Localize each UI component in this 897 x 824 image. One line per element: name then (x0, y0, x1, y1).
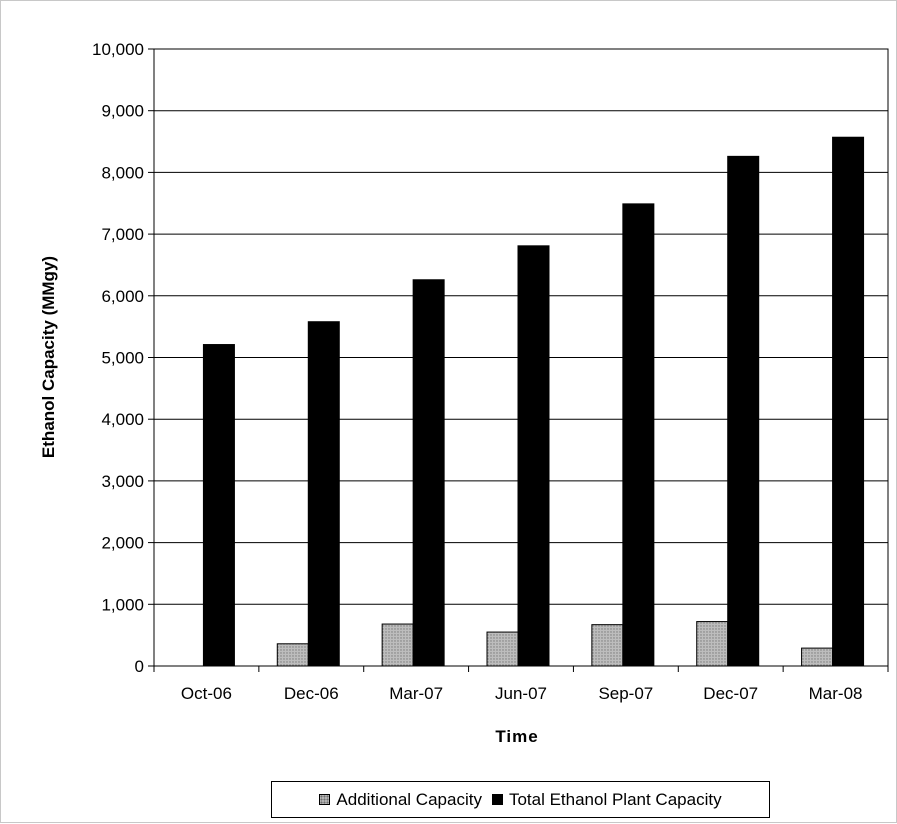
legend-swatch-additional-capacity (319, 794, 331, 805)
bar-total-capacity (517, 245, 550, 667)
bar-additional-capacity (276, 643, 309, 667)
bar-total-capacity (307, 321, 340, 667)
bar-additional-capacity (591, 624, 624, 667)
y-tick-label: 7,000 (101, 225, 144, 244)
y-tick-label: 5,000 (101, 349, 144, 368)
bar-additional-capacity (801, 647, 834, 667)
y-tick-label: 2,000 (101, 534, 144, 553)
bar-additional-capacity (696, 621, 729, 667)
y-tick-label: 10,000 (92, 40, 144, 59)
plot-area (153, 48, 889, 667)
bar-total-capacity (622, 203, 655, 667)
legend-item-total-capacity: Total Ethanol Plant Capacity (491, 789, 722, 810)
legend-label-additional-capacity: Additional Capacity (336, 789, 482, 809)
x-tick-label: Mar-08 (809, 684, 863, 703)
y-tick-label: 6,000 (101, 287, 144, 306)
x-tick-label: Oct-06 (181, 684, 232, 703)
x-tick-label: Jun-07 (495, 684, 547, 703)
x-axis-title: Time (495, 727, 538, 746)
legend-label-total-capacity: Total Ethanol Plant Capacity (508, 789, 722, 809)
legend-item-additional-capacity: Additional Capacity (319, 790, 482, 810)
x-tick-label: Sep-07 (598, 684, 653, 703)
y-tick-label: 0 (135, 657, 144, 676)
bar-total-capacity (412, 279, 445, 667)
x-tick-label: Dec-06 (284, 684, 339, 703)
x-tick-label: Mar-07 (389, 684, 443, 703)
bar-additional-capacity (486, 631, 519, 667)
y-tick-label: 4,000 (101, 410, 144, 429)
y-tick-label: 8,000 (101, 163, 144, 182)
bar-total-capacity (832, 136, 865, 667)
y-tick-label: 1,000 (101, 595, 144, 614)
x-tick-label: Dec-07 (703, 684, 758, 703)
y-tick-label: 3,000 (101, 472, 144, 491)
bar-additional-capacity (381, 623, 414, 667)
y-axis-title: Ethanol Capacity (MMgy) (39, 256, 58, 458)
legend-swatch-total-capacity (491, 794, 503, 805)
legend: Additional Capacity Total Ethanol Plant … (271, 781, 770, 818)
y-tick-label: 9,000 (101, 102, 144, 121)
bar-total-capacity (727, 155, 760, 667)
bar-total-capacity (202, 344, 235, 667)
